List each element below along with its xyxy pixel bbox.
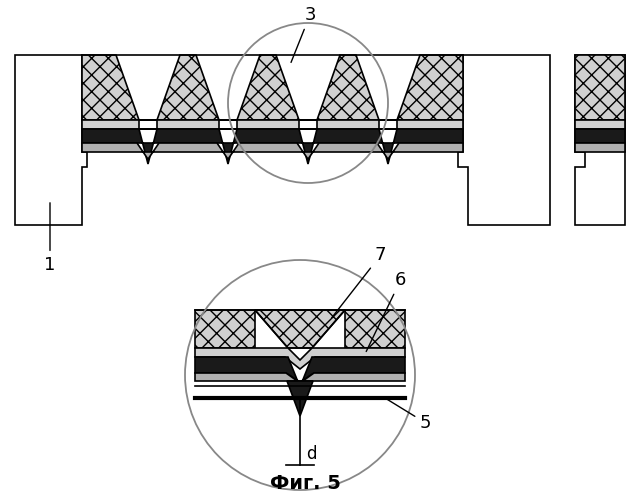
Bar — [575, 55, 625, 120]
Text: 6: 6 — [366, 271, 406, 351]
Bar — [345, 310, 405, 348]
Text: d: d — [306, 445, 317, 463]
Polygon shape — [195, 357, 405, 387]
Bar — [195, 310, 255, 348]
Polygon shape — [575, 55, 625, 225]
Bar — [575, 55, 625, 120]
Bar — [575, 120, 625, 129]
Polygon shape — [15, 55, 87, 225]
Polygon shape — [82, 120, 463, 129]
Polygon shape — [82, 143, 463, 159]
Bar — [345, 310, 405, 348]
Text: 7: 7 — [331, 246, 387, 318]
Polygon shape — [195, 348, 405, 369]
Polygon shape — [458, 55, 550, 225]
Polygon shape — [82, 55, 463, 120]
Text: 3: 3 — [291, 6, 316, 62]
Text: 1: 1 — [44, 203, 56, 274]
Polygon shape — [195, 373, 405, 383]
Polygon shape — [287, 381, 313, 416]
Bar — [575, 143, 625, 152]
Bar — [195, 310, 255, 348]
Polygon shape — [82, 129, 463, 164]
Bar — [575, 129, 625, 143]
Text: 5: 5 — [387, 400, 431, 432]
Polygon shape — [255, 310, 345, 348]
Text: Фиг. 5: Фиг. 5 — [270, 474, 340, 493]
